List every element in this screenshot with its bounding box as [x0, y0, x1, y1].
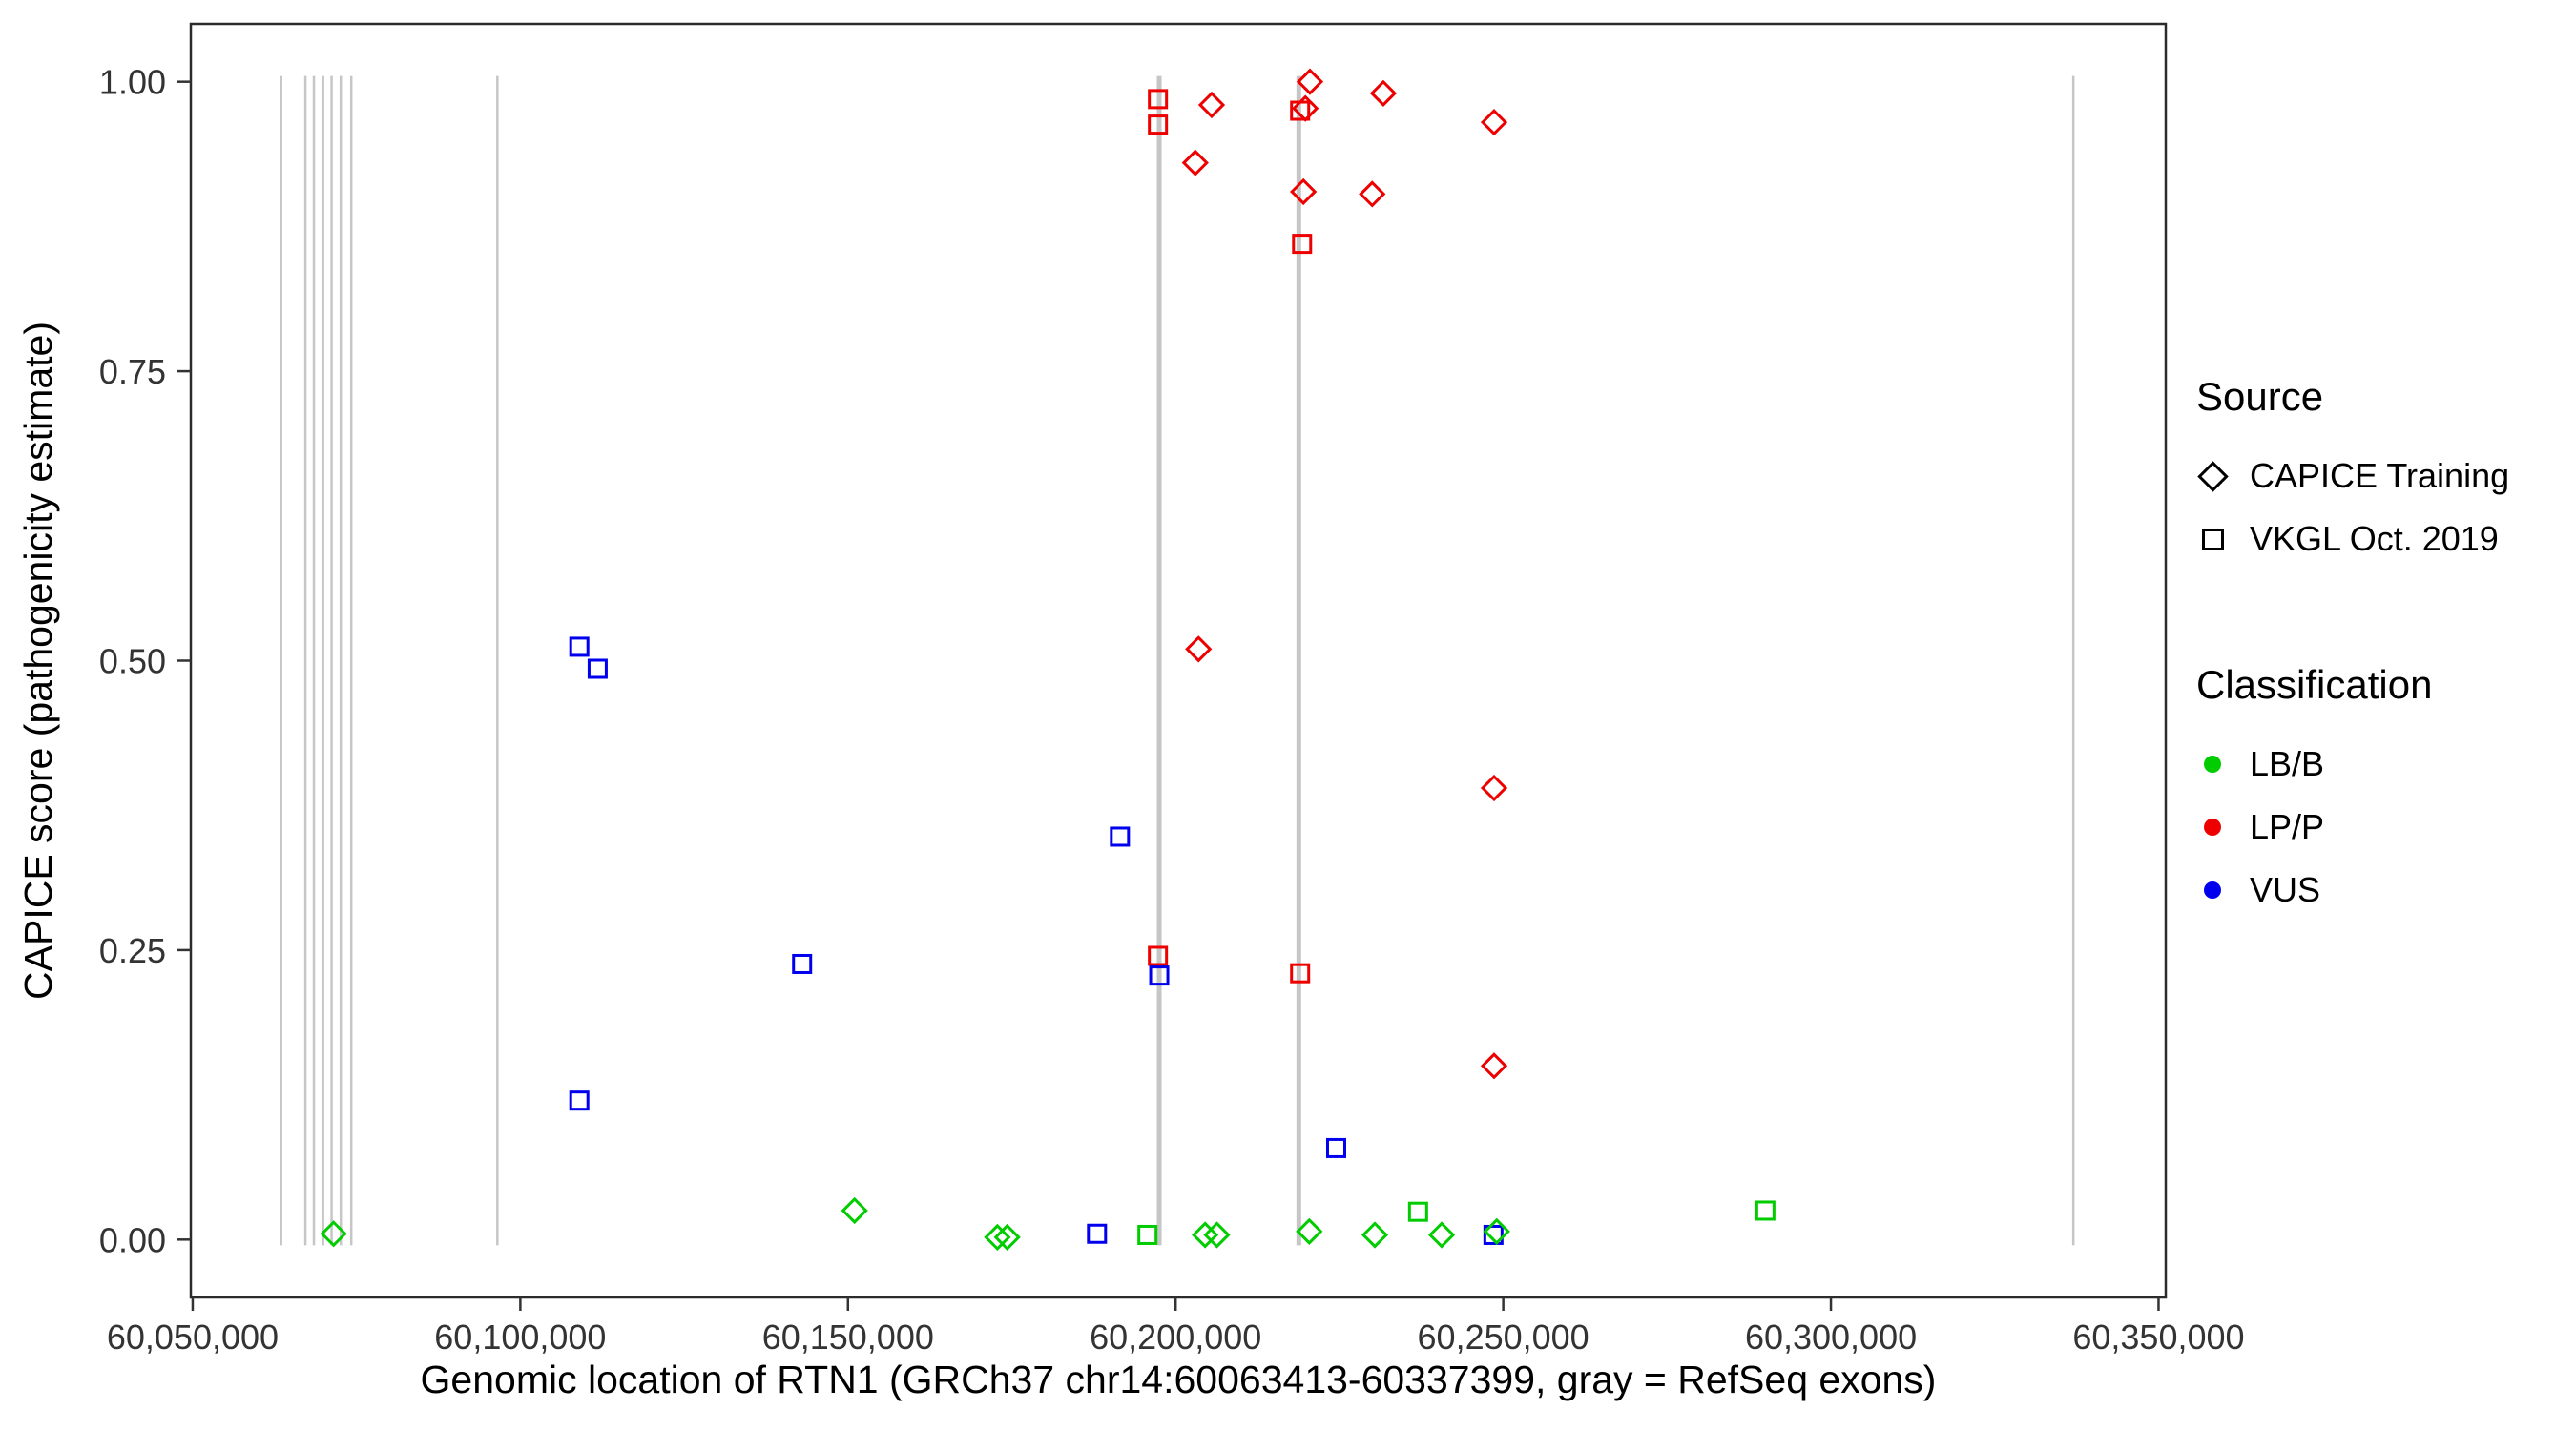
legend-source-group: Source CAPICE Training VKGL Oct. 2019	[2196, 374, 2509, 570]
svg-text:0.75: 0.75	[99, 352, 166, 391]
x-axis-title: Genomic location of RTN1 (GRCh37 chr14:6…	[420, 1358, 1937, 1401]
legend-item-lpp: LP/P	[2196, 796, 2509, 859]
legend-item-label: VUS	[2250, 870, 2321, 909]
legend-item-vkgl: VKGL Oct. 2019	[2196, 508, 2509, 570]
svg-text:60,300,000: 60,300,000	[1745, 1317, 1917, 1357]
svg-text:60,150,000: 60,150,000	[762, 1317, 934, 1357]
legend-item-label: VKGL Oct. 2019	[2250, 519, 2499, 558]
legend-item-vus: VUS	[2196, 859, 2509, 922]
legend-item-label: LB/B	[2250, 744, 2325, 783]
legend: Source CAPICE Training VKGL Oct. 2019 Cl…	[2196, 374, 2509, 922]
legend-classification-group: Classification LB/B LP/P VUS	[2196, 662, 2509, 922]
svg-text:60,250,000: 60,250,000	[1418, 1317, 1589, 1357]
svg-text:60,100,000: 60,100,000	[434, 1317, 606, 1357]
legend-item-label: CAPICE Training	[2250, 456, 2510, 495]
svg-text:0.25: 0.25	[99, 931, 166, 970]
svg-text:0.50: 0.50	[99, 642, 166, 681]
diamond-key-icon	[2196, 460, 2229, 492]
svg-text:60,050,000: 60,050,000	[107, 1317, 279, 1357]
square-key-icon	[2196, 528, 2229, 550]
legend-item-label: LP/P	[2250, 807, 2325, 846]
legend-classification-title: Classification	[2196, 662, 2433, 707]
legend-item-capice-training: CAPICE Training	[2196, 445, 2509, 508]
svg-text:0.00: 0.00	[99, 1220, 166, 1259]
y-axis-title: CAPICE score (pathogenicity estimate)	[16, 321, 60, 1000]
svg-text:60,350,000: 60,350,000	[2072, 1317, 2244, 1357]
green-dot-icon	[2196, 756, 2229, 773]
svg-text:1.00: 1.00	[99, 63, 166, 102]
blue-dot-icon	[2196, 881, 2229, 899]
legend-source-title: Source	[2196, 374, 2324, 419]
svg-text:60,200,000: 60,200,000	[1090, 1317, 1261, 1357]
red-dot-icon	[2196, 819, 2229, 836]
legend-item-lbb: LB/B	[2196, 733, 2509, 796]
